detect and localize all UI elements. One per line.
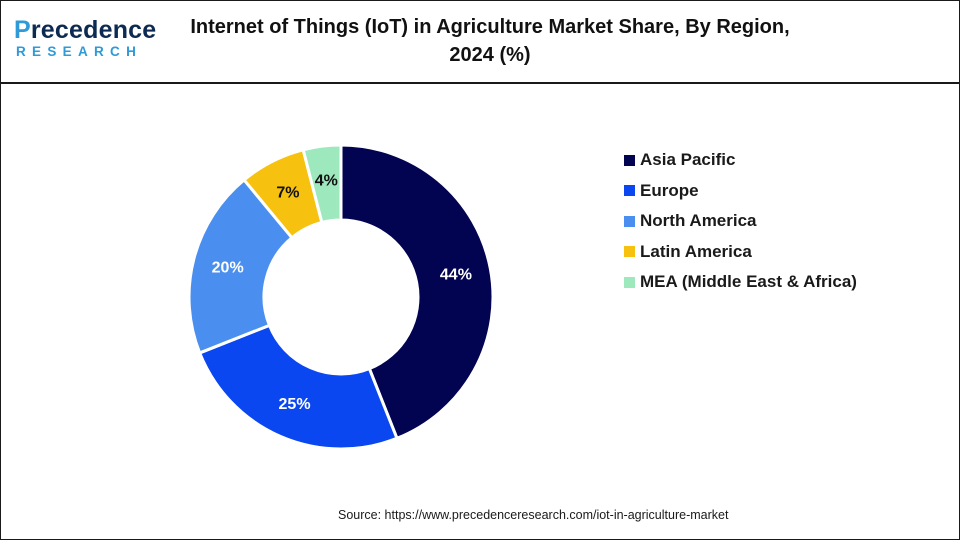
data-label-asia-pacific: 44% — [440, 267, 472, 284]
legend-item-europe: Europe — [624, 176, 857, 207]
header: Precedence RESEARCH Internet of Things (… — [0, 0, 960, 84]
data-label-europe: 25% — [279, 396, 311, 413]
chart-title-line1: Internet of Things (IoT) in Agriculture … — [190, 16, 790, 38]
slice-asia-pacific — [339, 143, 495, 441]
legend-label: Latin America — [640, 241, 752, 261]
legend-label: Asia Pacific — [640, 150, 736, 170]
legend-label: Europe — [640, 180, 699, 200]
legend-item-north-america: North America — [624, 206, 857, 237]
data-label-mea-middle-east-africa: 4% — [315, 172, 338, 189]
legend-item-latin-america: Latin America — [624, 237, 857, 268]
legend-label: North America — [640, 211, 757, 231]
data-label-north-america: 20% — [212, 259, 244, 276]
slice-north-america — [187, 177, 295, 355]
logo-word: recedence — [30, 16, 157, 44]
donut-chart: 44% 25% 20% 7% 4% — [187, 143, 495, 451]
logo-subtitle: RESEARCH — [16, 44, 143, 59]
chart-legend: Asia Pacific Europe North America Latin Ame… — [624, 145, 857, 298]
source-note: Source: https://www.precedenceresearch.c… — [338, 508, 729, 522]
legend-swatch — [624, 246, 635, 258]
legend-item-mea-middle-east-africa: MEA (Middle East & Africa) — [624, 267, 857, 298]
slice-europe — [197, 323, 399, 451]
chart-title-line2: 2024 (%) — [449, 44, 531, 66]
legend-label: MEA (Middle East & Africa) — [640, 272, 857, 292]
legend-swatch — [624, 154, 635, 166]
legend-swatch — [624, 276, 635, 288]
precedence-research-logo: Precedence RESEARCH — [14, 16, 164, 66]
legend-swatch — [624, 215, 635, 227]
data-label-latin-america: 7% — [276, 184, 299, 201]
legend-swatch — [624, 185, 635, 197]
chart-title: Internet of Things (IoT) in Agriculture … — [190, 13, 790, 69]
logo-accent-letter: P — [14, 16, 31, 44]
legend-item-asia-pacific: Asia Pacific — [624, 145, 857, 176]
logo-wordmark: Precedence — [14, 16, 156, 44]
slice-mea-middle-east-africa — [301, 143, 343, 225]
